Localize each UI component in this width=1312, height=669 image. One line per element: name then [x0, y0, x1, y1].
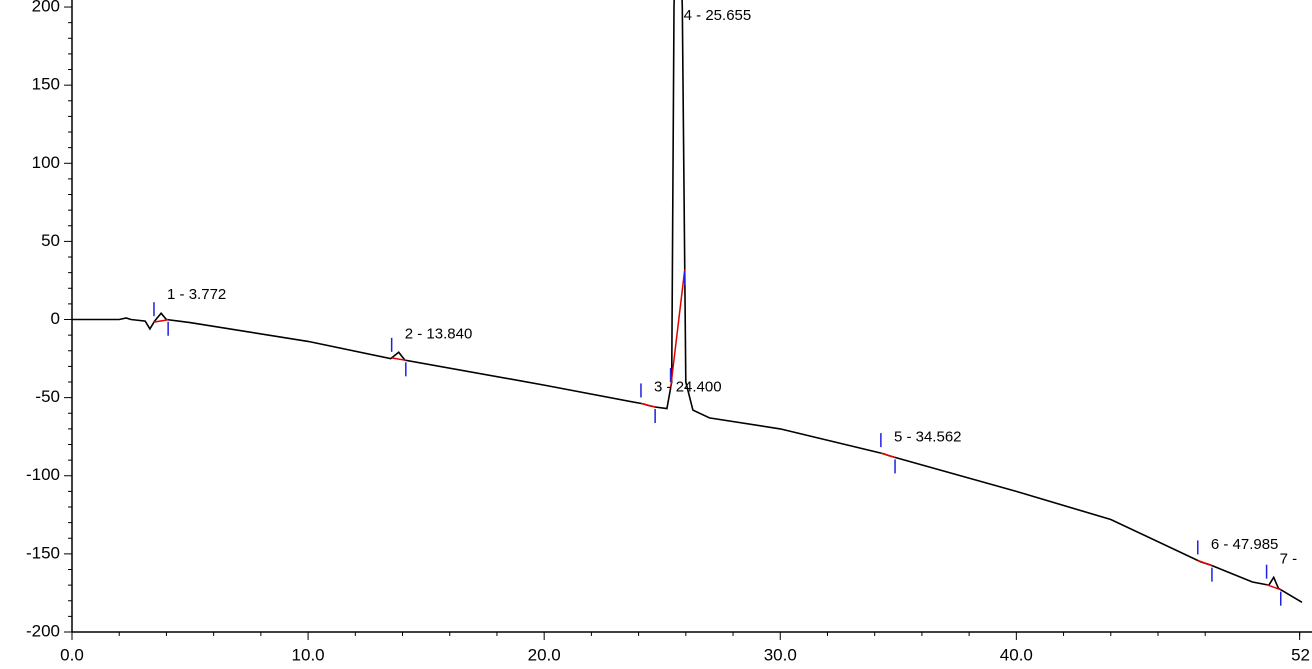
peak-baseline	[669, 269, 686, 389]
y-tick-label: -200	[26, 621, 60, 640]
peak-baseline	[640, 402, 656, 408]
peak-baseline	[1197, 559, 1213, 567]
peak-baseline	[153, 319, 169, 323]
peak-label: 3 - 24.400	[654, 378, 722, 395]
peak-baseline	[880, 452, 896, 459]
x-tick-label: 20.0	[528, 645, 561, 664]
peak-label: 5 - 34.562	[894, 428, 962, 445]
x-tick-label: 10.0	[292, 645, 325, 664]
y-tick-label: -150	[26, 543, 60, 562]
peak-label: 1 - 3.772	[167, 286, 226, 303]
y-tick-label: 0	[51, 309, 60, 328]
y-tick-label: -100	[26, 465, 60, 484]
y-tick-label: 50	[41, 231, 60, 250]
peak-baseline	[391, 357, 406, 362]
peak-label: 7 -	[1280, 550, 1298, 567]
y-tick-label: 100	[32, 153, 60, 172]
peak-label: 6 - 47.985	[1211, 536, 1279, 553]
y-tick-label: 200	[32, 0, 60, 16]
y-tick-label: 150	[32, 75, 60, 94]
peak-label: 2 - 13.840	[405, 325, 473, 342]
x-tick-label: 0.0	[60, 645, 84, 664]
x-tick-label: 52	[1291, 645, 1310, 664]
x-tick-label: 30.0	[764, 645, 797, 664]
peak-label: 4 - 25.655	[684, 7, 752, 24]
x-tick-label: 40.0	[1000, 645, 1033, 664]
plot-area	[72, 0, 1303, 606]
peak-baseline	[1266, 583, 1282, 591]
trace	[72, 0, 1303, 603]
y-tick-label: -50	[35, 387, 60, 406]
